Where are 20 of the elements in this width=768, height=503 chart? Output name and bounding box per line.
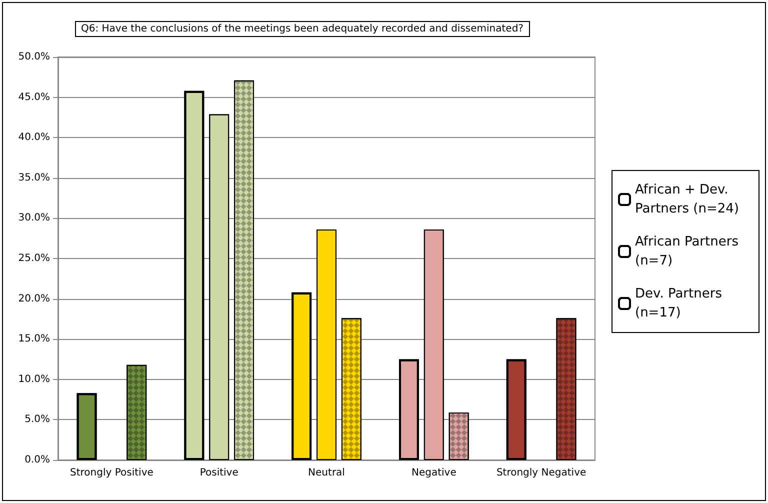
legend-label: African Partners (n=7) bbox=[635, 234, 743, 268]
legend-label: African + Dev. Partners (n=24) bbox=[635, 182, 739, 216]
x-tick-label: Negative bbox=[411, 468, 456, 478]
y-tick-label: 15.0% bbox=[18, 334, 50, 345]
legend-label: Dev. Partners (n=17) bbox=[635, 286, 726, 320]
y-tick-label: 35.0% bbox=[18, 172, 50, 184]
y-tick-label: 5.0% bbox=[24, 414, 50, 426]
x-tick-label: Neutral bbox=[308, 468, 345, 478]
x-tick-label: Positive bbox=[200, 468, 238, 478]
y-tick-label: 30.0% bbox=[18, 212, 50, 224]
chart-title: Q6: Have the conclusions of the meetings been adequately recorded and disseminated? bbox=[81, 24, 524, 34]
y-tick-label: 25.0% bbox=[18, 253, 50, 264]
y-tick-label: 20.0% bbox=[18, 293, 50, 304]
y-tick-label: 45.0% bbox=[18, 92, 50, 103]
y-tick-label: 10.0% bbox=[18, 374, 50, 385]
y-tick-label: 50.0% bbox=[18, 52, 50, 62]
x-tick-label: Strongly Negative bbox=[496, 468, 586, 478]
y-tick-label: 0.0% bbox=[24, 454, 50, 466]
x-tick-label: Strongly Positive bbox=[70, 468, 154, 478]
y-tick-label: 40.0% bbox=[18, 132, 50, 144]
